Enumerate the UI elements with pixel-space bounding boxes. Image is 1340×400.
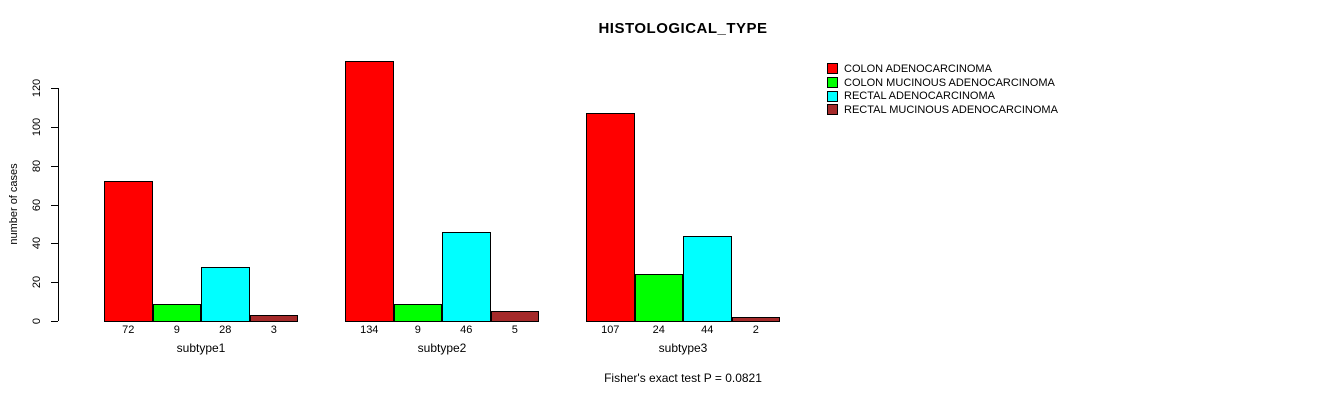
bar-value-label: 24 — [652, 324, 665, 336]
bar — [152, 303, 201, 322]
bar — [249, 315, 298, 322]
y-tick-label: 40 — [31, 237, 43, 250]
y-tick — [51, 282, 58, 284]
legend-row: RECTAL MUCINOUS ADENOCARCINOMA — [827, 103, 1058, 117]
bar — [104, 181, 153, 322]
footnote-fisher-test: Fisher's exact test P = 0.0821 — [604, 371, 762, 385]
bar — [201, 266, 250, 322]
bar-value-label: 5 — [511, 324, 518, 336]
legend-swatch-icon — [827, 77, 838, 89]
legend-swatch-icon — [827, 63, 838, 75]
bar — [393, 303, 442, 322]
y-tick-label: 120 — [31, 79, 43, 98]
bar-value-label: 9 — [173, 324, 180, 336]
bar — [490, 311, 539, 322]
y-tick — [51, 165, 58, 167]
bar-value-label: 44 — [701, 324, 714, 336]
category-label: subtype1 — [176, 341, 226, 355]
bar-value-label: 107 — [601, 324, 620, 336]
y-axis-line — [58, 88, 59, 321]
legend: COLON ADENOCARCINOMA COLON MUCINOUS ADENO… — [827, 62, 1058, 117]
category-label: subtype3 — [658, 341, 708, 355]
legend-label: COLON ADENOCARCINOMA — [844, 62, 992, 75]
legend-row: RECTAL ADENOCARCINOMA — [827, 89, 1058, 103]
legend-label: RECTAL MUCINOUS ADENOCARCINOMA — [844, 103, 1058, 116]
y-tick-label: 20 — [31, 276, 43, 289]
bar — [586, 113, 635, 322]
y-tick — [51, 243, 58, 245]
y-tick — [51, 321, 58, 322]
y-tick — [51, 127, 58, 128]
bar — [345, 61, 394, 322]
y-tick-label: 100 — [31, 117, 43, 137]
legend-row: COLON MUCINOUS ADENOCARCINOMA — [827, 76, 1058, 90]
category-label: subtype2 — [417, 341, 467, 355]
bar — [683, 235, 732, 322]
y-tick — [51, 88, 58, 90]
y-tick-label: 60 — [31, 198, 43, 211]
bar-value-label: 9 — [414, 324, 421, 336]
legend-swatch-icon — [827, 90, 838, 102]
legend-label: COLON MUCINOUS ADENOCARCINOMA — [844, 76, 1055, 89]
bar — [442, 231, 491, 322]
bar-value-label: 134 — [360, 324, 379, 336]
bar-value-label: 72 — [122, 324, 135, 336]
legend-label: RECTAL ADENOCARCINOMA — [844, 90, 995, 103]
chart-title: HISTOLOGICAL_TYPE — [598, 20, 768, 37]
y-axis-label: number of cases — [8, 163, 20, 245]
bar-value-label: 46 — [460, 324, 473, 336]
bar-value-label: 3 — [270, 324, 277, 336]
y-tick-label: 80 — [31, 159, 43, 172]
bar — [731, 317, 780, 322]
bar-value-label: 2 — [752, 324, 759, 336]
legend-swatch-icon — [827, 104, 838, 116]
bar-value-label: 28 — [219, 324, 232, 336]
legend-row: COLON ADENOCARCINOMA — [827, 62, 1058, 76]
y-tick-label: 0 — [31, 317, 43, 325]
y-tick — [51, 204, 58, 206]
bar — [634, 274, 683, 322]
